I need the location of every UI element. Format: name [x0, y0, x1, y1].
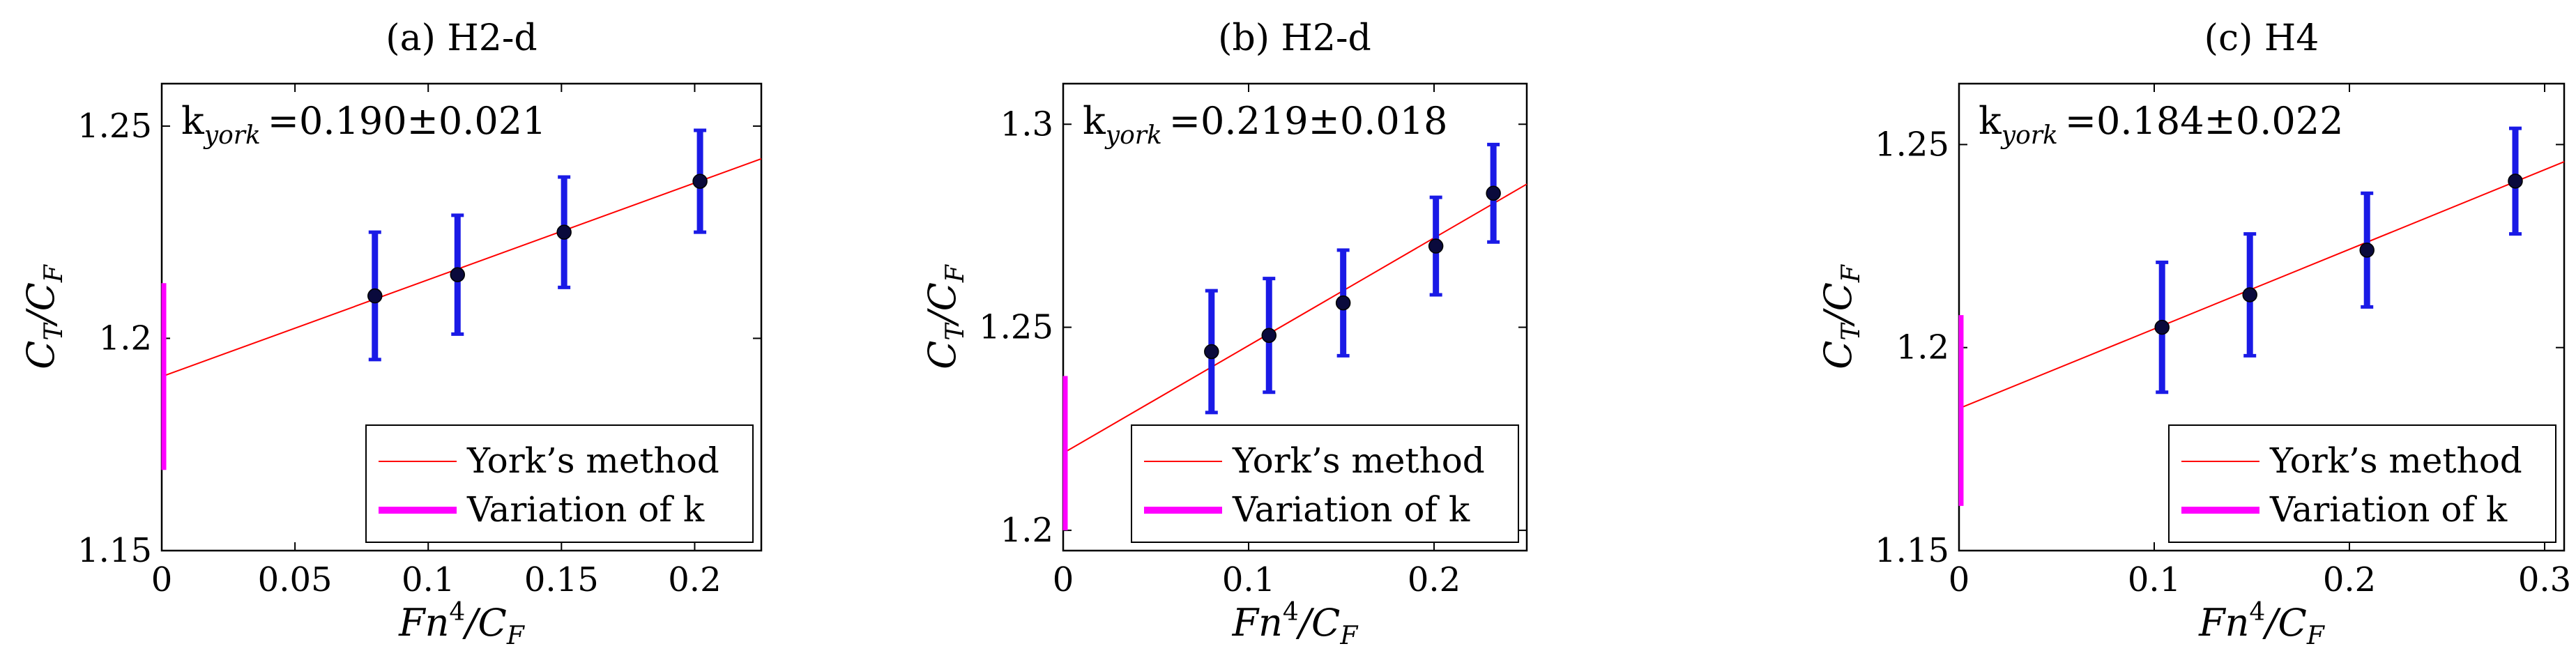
x-axis-label-main: Fn: [398, 601, 449, 645]
y-tick-label: 1.2: [1896, 328, 1949, 367]
legend-box: [1131, 424, 1519, 543]
x-tick-label: 0.2: [1408, 560, 1461, 599]
x-tick-label: 0.15: [524, 560, 599, 599]
data-point: [2359, 243, 2375, 258]
y-axis-label-after: /C: [19, 282, 63, 328]
data-point: [2242, 287, 2257, 302]
y-axis-label-sub: T: [40, 322, 68, 341]
y-axis-label-main: C: [1816, 341, 1860, 369]
k-york-label: k: [181, 99, 205, 143]
y-tick-label: 1.2: [99, 319, 152, 358]
legend-entry-fit: York’s method: [1232, 440, 1485, 481]
data-point: [1428, 238, 1444, 254]
y-tick-label: 1.15: [77, 531, 152, 570]
k-york-subscript: york: [1104, 121, 1162, 150]
y-axis-label: CT/CF: [19, 263, 68, 369]
x-axis-label-sub: F: [2306, 622, 2326, 650]
x-tick-label: 0: [1949, 560, 1970, 599]
y-axis-label-sub: T: [941, 322, 970, 341]
legend: York’s method Variation of k: [1131, 424, 1519, 543]
data-point: [692, 174, 708, 189]
legend-entry-fit: York’s method: [2269, 440, 2522, 481]
fit-line: [1062, 183, 1527, 454]
y-axis-label-sub2: F: [941, 263, 970, 283]
fit-line: [161, 158, 762, 378]
legend-entry-k: Variation of k: [1232, 489, 1470, 530]
legend-box: [2168, 424, 2556, 543]
x-axis-label: Fn4/CF: [1232, 598, 1359, 650]
x-axis-label-after: /C: [1295, 601, 1341, 645]
y-tick-label: 1.25: [979, 308, 1053, 347]
y-axis-label-sub2: F: [1837, 263, 1866, 283]
data-point: [2154, 319, 2170, 335]
y-tick-label: 1.25: [1875, 125, 1949, 164]
x-axis-label-sup: 4: [2249, 598, 2265, 627]
chart-title: (b) H2-d: [1218, 17, 1371, 59]
x-axis-label-main: Fn: [2198, 601, 2249, 645]
k-york-annotation: kyork =0.190±0.021: [181, 99, 546, 150]
legend-entry-fit: York’s method: [466, 440, 719, 481]
y-axis-label-sub2: F: [40, 263, 68, 283]
x-tick-label: 0.3: [2518, 560, 2571, 599]
x-axis-label-after: /C: [2262, 601, 2307, 645]
data-point: [1486, 185, 1501, 201]
k-york-value: =0.219±0.018: [1169, 99, 1448, 143]
y-tick-label: 1.15: [1875, 531, 1949, 570]
x-tick-label: 0.05: [258, 560, 333, 599]
x-axis-label-after: /C: [462, 601, 507, 645]
x-axis-label-sub: F: [506, 622, 526, 650]
y-axis-label-after: /C: [1816, 282, 1860, 328]
k-york-annotation: kyork =0.219±0.018: [1083, 99, 1447, 150]
legend-entry-k: Variation of k: [2269, 489, 2508, 530]
y-tick-label: 1.3: [1000, 105, 1053, 144]
legend: York’s method Variation of k: [2168, 424, 2556, 543]
y-axis-label: CT/CF: [920, 263, 970, 369]
x-axis-label-sup: 4: [1283, 598, 1299, 627]
k-york-label: k: [1979, 99, 2002, 143]
data-point: [367, 288, 383, 304]
y-axis-label: CT/CF: [1816, 263, 1866, 369]
data-point: [1335, 295, 1351, 311]
x-axis-label-sup: 4: [449, 598, 465, 627]
x-tick-label: 0: [1053, 560, 1074, 599]
x-tick-label: 0.2: [2323, 560, 2376, 599]
x-tick-label: 0: [151, 560, 173, 599]
chart-panel-0: (a) H2-d1.151.21.250 0.05 0.1 0.15 0.2Fn4/CF…: [19, 17, 763, 650]
legend: York’s method Variation of k: [365, 424, 754, 543]
y-axis-label-main: C: [19, 341, 63, 369]
k-york-subscript: york: [2000, 121, 2058, 150]
x-axis-label-sub: F: [1339, 622, 1359, 650]
fit-line: [1958, 161, 2565, 410]
k-york-value: =0.184±0.022: [2065, 99, 2344, 143]
plot-frame: [1062, 82, 1528, 552]
y-axis-label-main: C: [920, 341, 964, 369]
y-tick-label: 1.2: [1000, 511, 1053, 550]
k-york-annotation: kyork =0.184±0.022: [1979, 99, 2343, 150]
x-axis-label: Fn4/CF: [2198, 598, 2326, 650]
x-tick-label: 0.2: [668, 560, 721, 599]
x-tick-label: 0.1: [1222, 560, 1275, 599]
k-york-label: k: [1083, 99, 1106, 143]
legend-box: [365, 424, 754, 543]
x-axis-label: Fn4/CF: [398, 598, 526, 650]
chart-panel-1: (b) H2-d1.21.251.30 0.1 0.2Fn4/CFCT/CFkyor…: [920, 17, 1528, 650]
chart-title: (a) H2-d: [386, 17, 537, 59]
x-tick-label: 0.1: [402, 560, 455, 599]
k-york-subscript: york: [203, 121, 261, 150]
data-point: [450, 267, 466, 282]
data-point: [2508, 174, 2523, 189]
data-point: [556, 224, 572, 240]
chart-title: (c) H4: [2204, 17, 2319, 59]
x-tick-label: 0.1: [2128, 560, 2181, 599]
y-axis-label-sub: T: [1837, 322, 1866, 341]
y-tick-label: 1.25: [77, 107, 152, 146]
chart-panel-2: (c) H41.151.21.250 0.1 0.2 0.3Fn4/CFCT/CFky…: [1816, 17, 2571, 650]
y-axis-label-after: /C: [920, 282, 964, 328]
data-point: [1261, 328, 1277, 343]
k-york-value: =0.190±0.021: [268, 99, 547, 143]
legend-entry-k: Variation of k: [466, 489, 705, 530]
data-point: [1204, 344, 1219, 360]
x-axis-label-main: Fn: [1232, 601, 1283, 645]
